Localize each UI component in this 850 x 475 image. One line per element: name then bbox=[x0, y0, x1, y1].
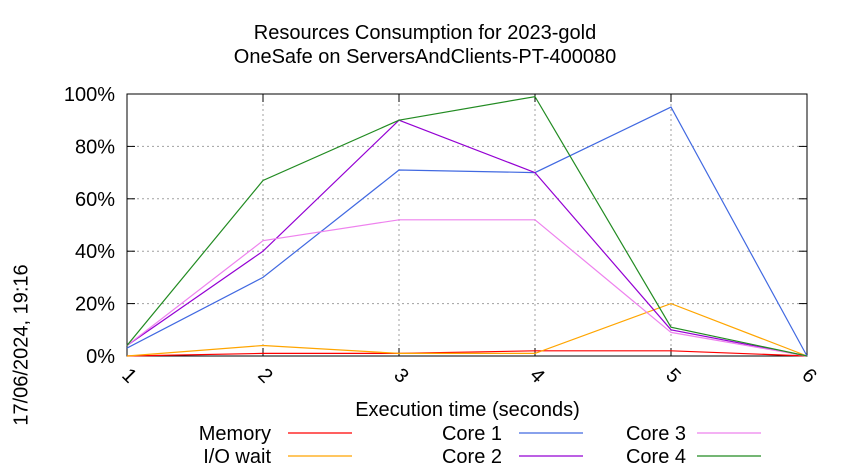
legend-label-core-1: Core 1 bbox=[442, 423, 502, 445]
x-axis-label: Execution time (seconds) bbox=[355, 399, 580, 421]
axes bbox=[126, 93, 808, 357]
x-tick-label: 1 bbox=[117, 364, 140, 387]
x-tick-label: 6 bbox=[797, 364, 820, 387]
legend-label-core-3: Core 3 bbox=[626, 423, 686, 445]
y-tick-label: 60% bbox=[75, 189, 115, 211]
series-lines bbox=[126, 95, 808, 357]
series-line-core-1 bbox=[126, 106, 808, 357]
y-tick-label: 0% bbox=[86, 346, 115, 368]
chart-subtitle: OneSafe on ServersAndClients-PT-400080 bbox=[233, 46, 617, 68]
x-tick-label: 2 bbox=[253, 364, 276, 387]
series-line-core-4 bbox=[126, 95, 808, 357]
legend-label-core-4: Core 4 bbox=[626, 446, 686, 468]
y-tick-label: 40% bbox=[75, 241, 115, 263]
series-line-i-o-wait bbox=[126, 302, 808, 357]
x-tick-label: 3 bbox=[389, 364, 412, 387]
series-line-core-2 bbox=[126, 119, 808, 357]
x-tick-labels: 1 2 3 4 5 6 bbox=[117, 364, 820, 387]
x-tick-label: 5 bbox=[661, 364, 684, 387]
y-tick-label: 100% bbox=[64, 84, 115, 106]
chart-title: Resources Consumption for 2023-gold bbox=[253, 22, 597, 44]
y-tick-labels: 0% 20% 40% 60% 80% 100% bbox=[64, 84, 115, 368]
series-line-memory bbox=[126, 350, 808, 357]
legend-label-memory: Memory bbox=[199, 423, 271, 445]
y-tick-label: 20% bbox=[75, 294, 115, 316]
legend-label-i-o-wait: I/O wait bbox=[203, 446, 271, 468]
legend-label-core-2: Core 2 bbox=[442, 446, 502, 468]
y-tick-label: 80% bbox=[75, 136, 115, 158]
plot-border bbox=[126, 93, 808, 357]
x-tick-label: 4 bbox=[525, 364, 548, 387]
series-line-core-3 bbox=[126, 219, 808, 357]
